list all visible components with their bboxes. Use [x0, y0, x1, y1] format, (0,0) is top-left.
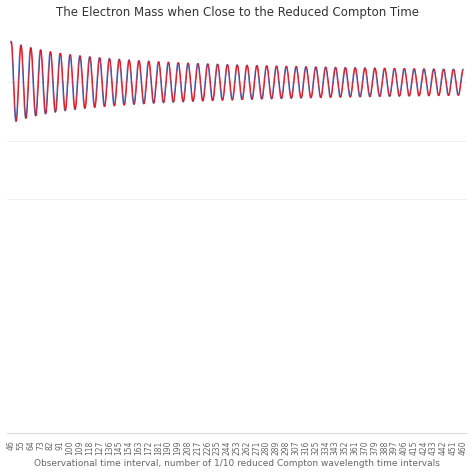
X-axis label: Observational time interval, number of 1/10 reduced Compton wavelength time inte: Observational time interval, number of 1… [34, 459, 440, 468]
Title: The Electron Mass when Close to the Reduced Compton Time: The Electron Mass when Close to the Redu… [55, 6, 419, 18]
